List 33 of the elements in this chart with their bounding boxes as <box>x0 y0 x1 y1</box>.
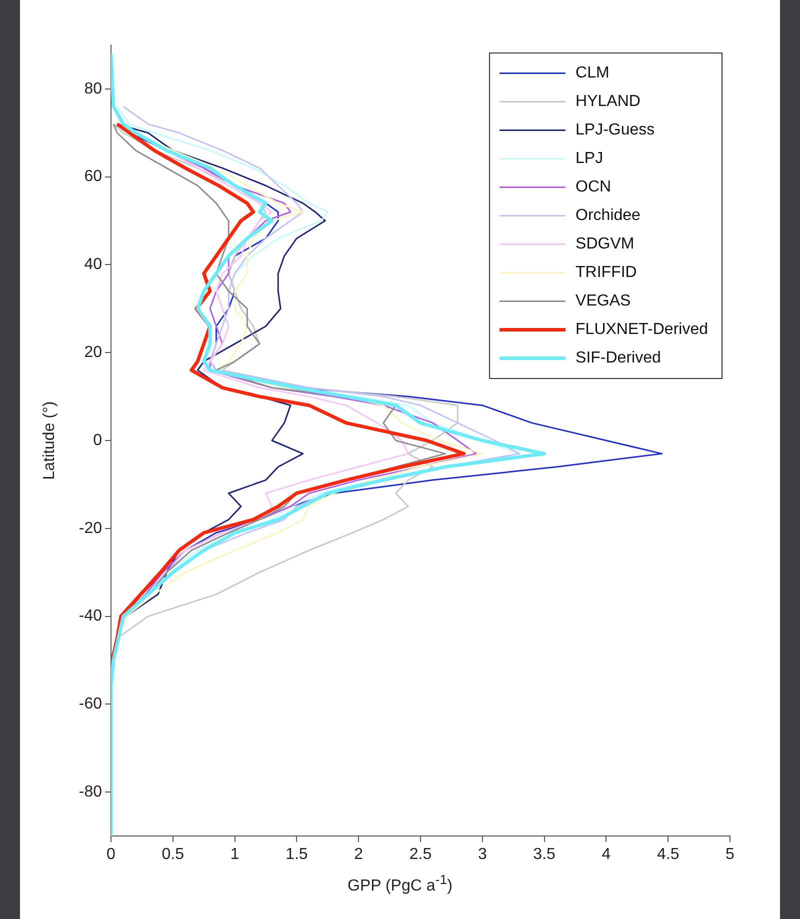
y-tick-label: 0 <box>93 432 102 449</box>
x-tick-label: 5 <box>726 846 735 864</box>
legend-label: LPJ <box>576 150 604 168</box>
x-tick-label: 2 <box>354 846 364 864</box>
legend-label: CLM <box>576 64 610 82</box>
legend-label: HYLAND <box>576 93 640 110</box>
legend-label: OCN <box>576 178 612 196</box>
y-tick-label: 80 <box>84 80 102 98</box>
legend-label: TRIFFID <box>576 264 637 282</box>
x-tick-label: 0.5 <box>162 846 184 864</box>
legend-label: FLUXNET-Derived <box>576 321 708 338</box>
legend-label: LPJ-Guess <box>576 122 655 139</box>
x-tick-label: 3 <box>478 846 487 864</box>
x-axis-title: GPP (PgC a$^{-1}$) <box>346 872 454 896</box>
y-tick-label: -20 <box>78 520 102 537</box>
x-tick-label: 4.5 <box>656 846 680 864</box>
y-axis-title: Latitude (°) <box>41 401 58 480</box>
y-tick-label: -60 <box>78 696 102 713</box>
y-tick-label: -80 <box>78 783 102 800</box>
y-tick-label: 20 <box>84 344 102 362</box>
x-tick-label: 0 <box>106 846 116 864</box>
legend-label: Orchidee <box>576 207 641 224</box>
x-tick-label: 4 <box>602 846 611 864</box>
y-tick-label: 40 <box>84 256 102 274</box>
legend-label: VEGAS <box>576 292 631 310</box>
x-tick-label: 1 <box>230 846 240 864</box>
x-tick-label: 3.5 <box>533 846 556 864</box>
y-tick-label: 60 <box>84 168 102 186</box>
x-tick-label: 2.5 <box>409 846 432 864</box>
legend-label: SDGVM <box>576 236 634 253</box>
legend-label: SIF-Derived <box>576 350 661 367</box>
y-tick-label: -40 <box>78 608 102 625</box>
x-tick-label: 1.5 <box>286 846 308 864</box>
